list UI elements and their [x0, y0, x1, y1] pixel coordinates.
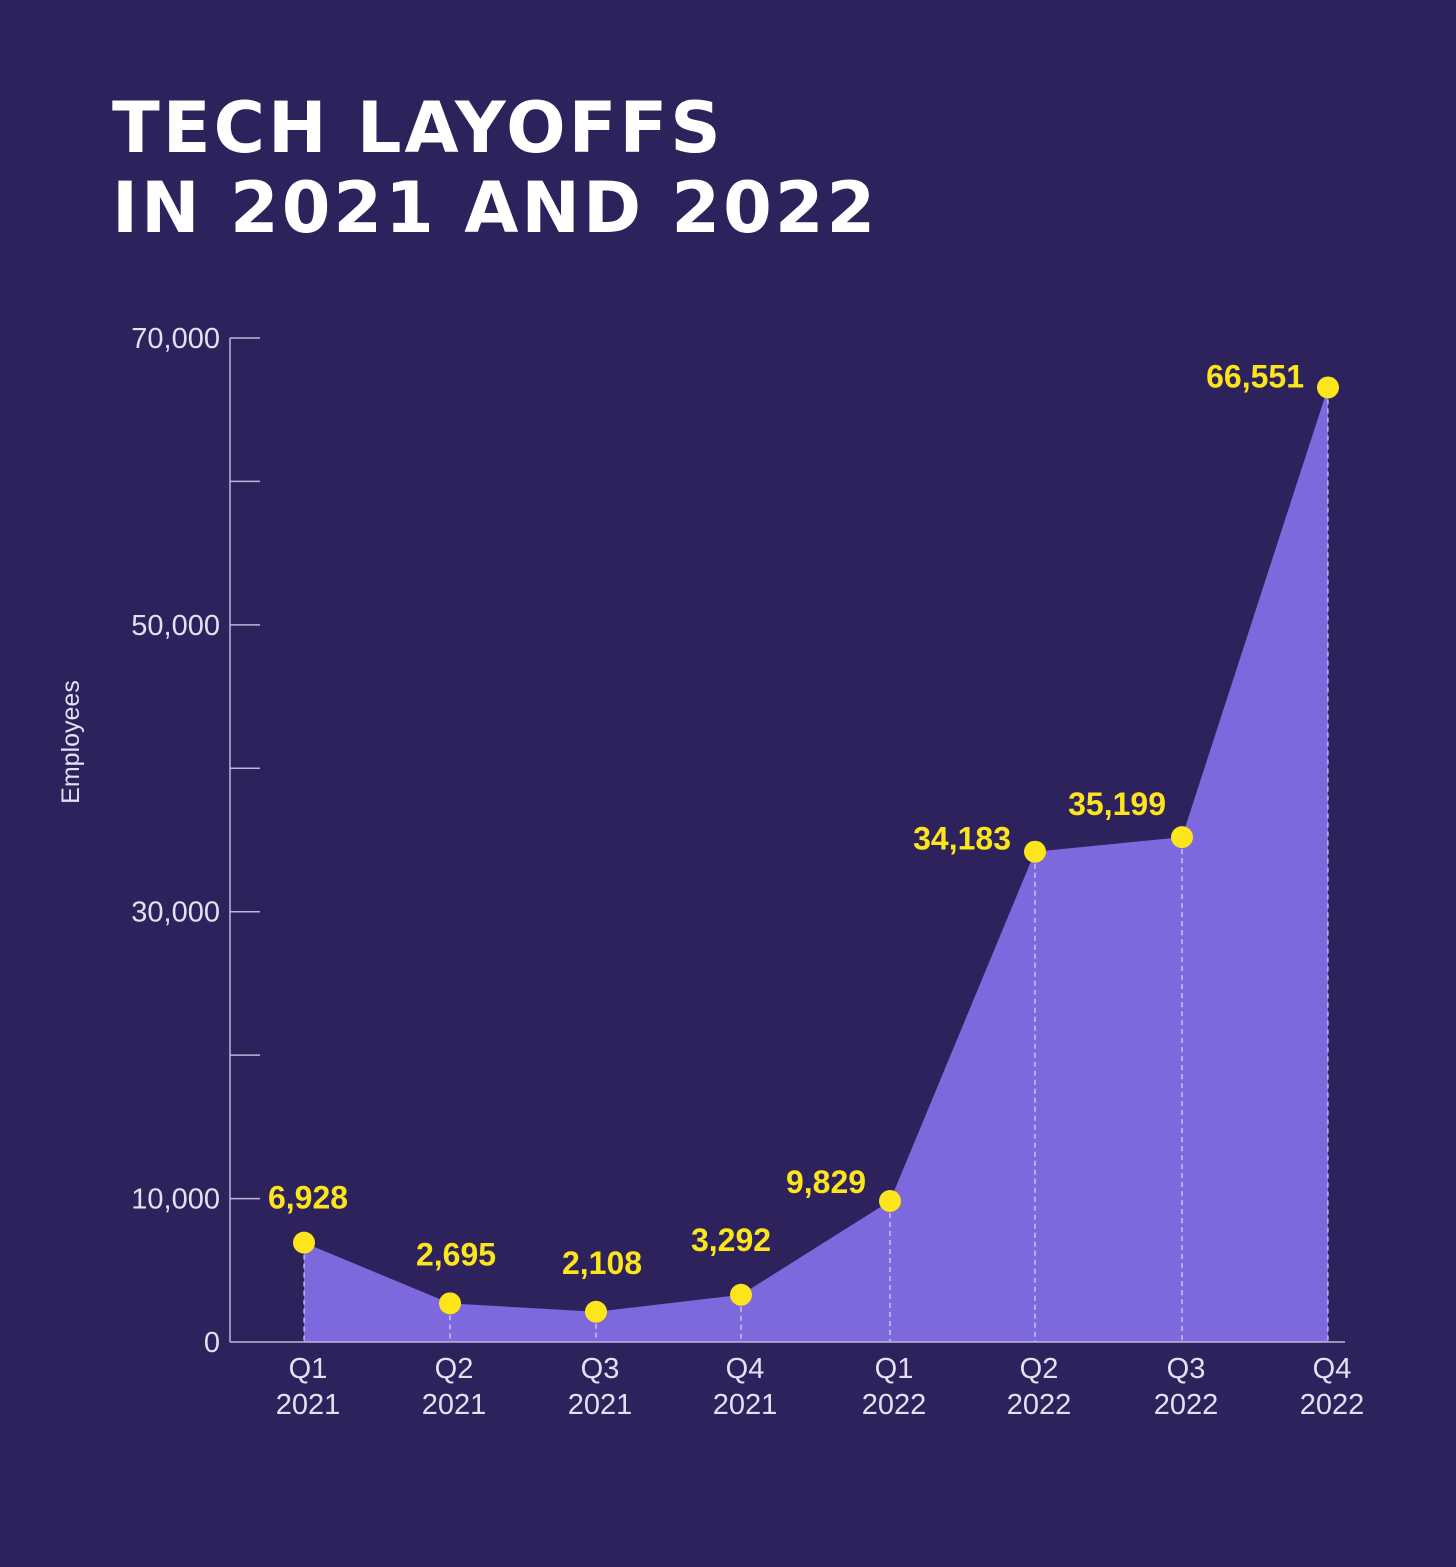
y-tick-label: 30,000 [131, 897, 220, 929]
guide-layer [303, 399, 1329, 1342]
x-tick-label: Q4 2021 [713, 1353, 778, 1421]
x-tick-label-year: 2022 [862, 1389, 927, 1421]
label-layer: 6,928 2,695 2,108 3,292 9,829 34,183 35,199 66,… [268, 358, 1304, 1280]
data-point [879, 1190, 901, 1213]
series-area [304, 387, 1328, 1342]
x-tick-label-quarter: Q2 [435, 1353, 474, 1385]
x-tick-label-year: 2022 [1300, 1389, 1365, 1421]
data-label: 3,292 [691, 1222, 771, 1258]
chart-title-line-2: IN 2021 AND 2022 [112, 167, 879, 249]
y-tick-label: 70,000 [131, 323, 220, 355]
data-label: 35,199 [1068, 786, 1166, 822]
data-point [730, 1283, 752, 1306]
data-point [585, 1300, 607, 1323]
x-tick-label: Q2 2021 [422, 1353, 487, 1421]
x-tick-label: Q3 2021 [568, 1353, 633, 1421]
x-tick-label: Q3 2022 [1154, 1353, 1219, 1421]
x-tick-label-quarter: Q4 [726, 1353, 765, 1385]
x-tick-label: Q2 2022 [1007, 1353, 1072, 1421]
data-label: 6,928 [268, 1180, 348, 1216]
x-tick-label-year: 2022 [1007, 1389, 1072, 1421]
y-tick-label: 0 [204, 1327, 220, 1359]
x-tick-label-quarter: Q2 [1020, 1353, 1059, 1385]
y-tick-label: 50,000 [131, 610, 220, 642]
x-tick-label-quarter: Q3 [581, 1353, 620, 1385]
x-tick-label-year: 2021 [713, 1389, 778, 1421]
data-label: 9,829 [786, 1164, 866, 1200]
data-point [1171, 826, 1193, 849]
x-tick-label: Q4 2022 [1300, 1353, 1365, 1421]
data-label: 66,551 [1206, 358, 1304, 394]
data-point [293, 1231, 315, 1254]
data-label: 34,183 [913, 821, 1011, 857]
data-point [1317, 376, 1339, 399]
x-tick-label-quarter: Q1 [875, 1353, 914, 1385]
chart-title-line-1: TECH LAYOFFS [112, 87, 724, 169]
data-label: 2,695 [416, 1236, 496, 1272]
x-tick-label-year: 2021 [568, 1389, 633, 1421]
x-tick-label-quarter: Q3 [1167, 1353, 1206, 1385]
y-axis-title: Employees [57, 680, 85, 804]
x-tick-label-year: 2021 [276, 1389, 341, 1421]
chart-title: TECH LAYOFFS IN 2021 AND 2022 [112, 88, 878, 248]
y-tick-label: 10,000 [131, 1184, 220, 1216]
marker-layer [293, 376, 1339, 1323]
x-tick-label-year: 2021 [422, 1389, 487, 1421]
x-tick-label-year: 2022 [1154, 1389, 1219, 1421]
area-layer [304, 387, 1328, 1342]
data-point [1024, 840, 1046, 863]
x-tick-label: Q1 2021 [276, 1353, 341, 1421]
data-point [439, 1292, 461, 1315]
x-tick-label-quarter: Q4 [1313, 1353, 1352, 1385]
data-label: 2,108 [562, 1245, 642, 1281]
axis-layer: 0 10,000 30,000 50,000 70,000 Q1 2021 Q2 2021 Q3 2… [131, 323, 1364, 1421]
x-tick-label-quarter: Q1 [289, 1353, 328, 1385]
x-tick-label: Q1 2022 [862, 1353, 927, 1421]
